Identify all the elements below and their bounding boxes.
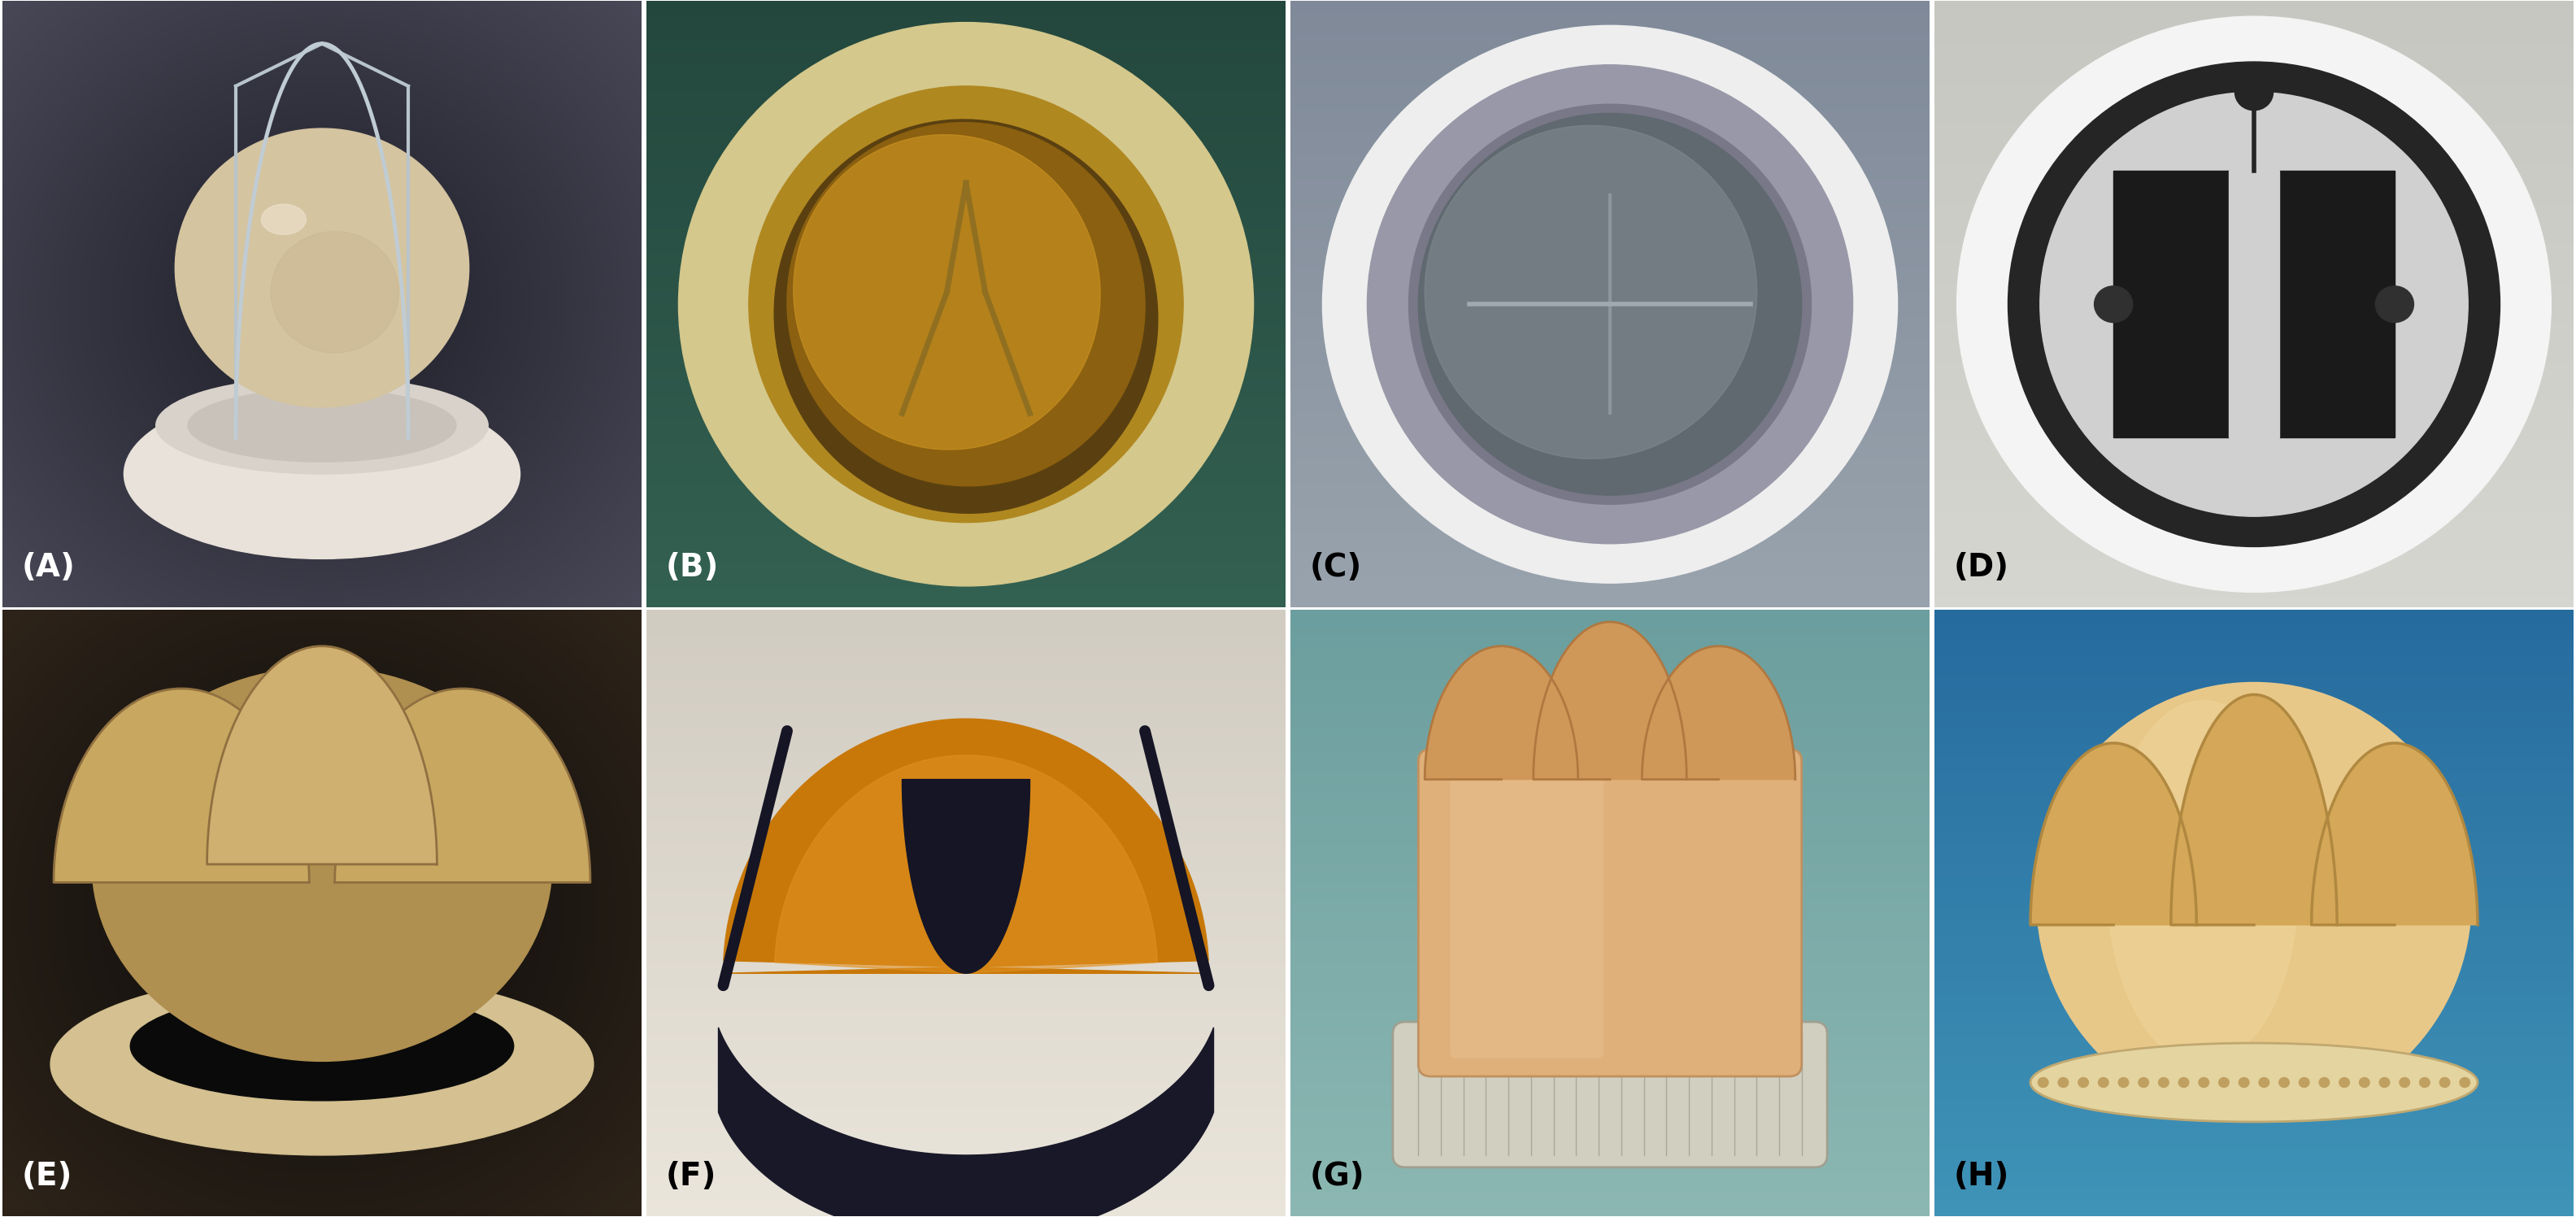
Ellipse shape xyxy=(131,992,513,1100)
Ellipse shape xyxy=(124,389,520,559)
Circle shape xyxy=(2094,286,2133,323)
Polygon shape xyxy=(335,689,590,882)
Polygon shape xyxy=(2311,744,2478,925)
Ellipse shape xyxy=(1425,125,1757,459)
Ellipse shape xyxy=(2030,1043,2478,1122)
Ellipse shape xyxy=(93,667,551,1061)
Circle shape xyxy=(2375,286,2414,323)
Ellipse shape xyxy=(2040,92,2468,516)
Circle shape xyxy=(2318,1077,2329,1087)
Ellipse shape xyxy=(1321,26,1899,583)
Polygon shape xyxy=(2280,170,2396,438)
Polygon shape xyxy=(206,646,438,864)
Text: (A): (A) xyxy=(21,553,75,583)
Polygon shape xyxy=(2172,695,2336,925)
Circle shape xyxy=(2079,1077,2089,1087)
Ellipse shape xyxy=(793,135,1100,449)
Circle shape xyxy=(2200,1077,2208,1087)
Ellipse shape xyxy=(775,119,1157,514)
Circle shape xyxy=(2360,1077,2370,1087)
Circle shape xyxy=(2038,1077,2048,1087)
Polygon shape xyxy=(2112,170,2228,438)
Circle shape xyxy=(2460,1077,2470,1087)
Polygon shape xyxy=(54,689,309,882)
Polygon shape xyxy=(719,1027,1213,1217)
Ellipse shape xyxy=(750,86,1182,522)
FancyBboxPatch shape xyxy=(1450,767,1605,1059)
Ellipse shape xyxy=(157,377,487,473)
Text: (B): (B) xyxy=(665,553,719,583)
Polygon shape xyxy=(2228,170,2280,438)
Ellipse shape xyxy=(677,22,1255,587)
Ellipse shape xyxy=(52,974,592,1155)
Ellipse shape xyxy=(188,389,456,461)
FancyBboxPatch shape xyxy=(1394,1022,1826,1167)
Circle shape xyxy=(2380,1077,2391,1087)
Polygon shape xyxy=(1533,622,1687,779)
Circle shape xyxy=(2398,1077,2409,1087)
Text: (C): (C) xyxy=(1309,553,1363,583)
Ellipse shape xyxy=(1958,16,2550,593)
Circle shape xyxy=(2259,1077,2269,1087)
Circle shape xyxy=(2439,1077,2450,1087)
Ellipse shape xyxy=(2038,683,2470,1118)
Text: (H): (H) xyxy=(1953,1161,2009,1191)
Circle shape xyxy=(2159,1077,2169,1087)
Circle shape xyxy=(175,129,469,408)
Circle shape xyxy=(2058,1077,2069,1087)
Circle shape xyxy=(2280,1077,2290,1087)
Circle shape xyxy=(2239,1077,2249,1087)
Ellipse shape xyxy=(1419,113,1801,495)
Polygon shape xyxy=(724,719,1208,974)
Polygon shape xyxy=(1641,646,1795,779)
Ellipse shape xyxy=(788,123,1144,486)
Polygon shape xyxy=(2030,744,2197,925)
Text: (D): (D) xyxy=(1953,553,2009,583)
Ellipse shape xyxy=(260,204,307,235)
Circle shape xyxy=(2300,1077,2308,1087)
Polygon shape xyxy=(902,779,1030,974)
Circle shape xyxy=(2236,74,2272,111)
Text: (E): (E) xyxy=(21,1161,72,1191)
Ellipse shape xyxy=(2009,62,2499,546)
Ellipse shape xyxy=(1409,105,1811,504)
Circle shape xyxy=(2179,1077,2190,1087)
FancyBboxPatch shape xyxy=(1419,750,1801,1076)
Ellipse shape xyxy=(270,231,399,353)
Text: (F): (F) xyxy=(665,1161,716,1191)
Circle shape xyxy=(2099,1077,2110,1087)
Polygon shape xyxy=(1425,646,1579,779)
Circle shape xyxy=(2339,1077,2349,1087)
Text: (G): (G) xyxy=(1309,1161,1365,1191)
Circle shape xyxy=(2218,1077,2228,1087)
Polygon shape xyxy=(775,756,1157,974)
Circle shape xyxy=(2138,1077,2148,1087)
Ellipse shape xyxy=(2107,701,2298,1064)
Circle shape xyxy=(2117,1077,2128,1087)
Circle shape xyxy=(2419,1077,2429,1087)
Ellipse shape xyxy=(1368,65,1852,544)
